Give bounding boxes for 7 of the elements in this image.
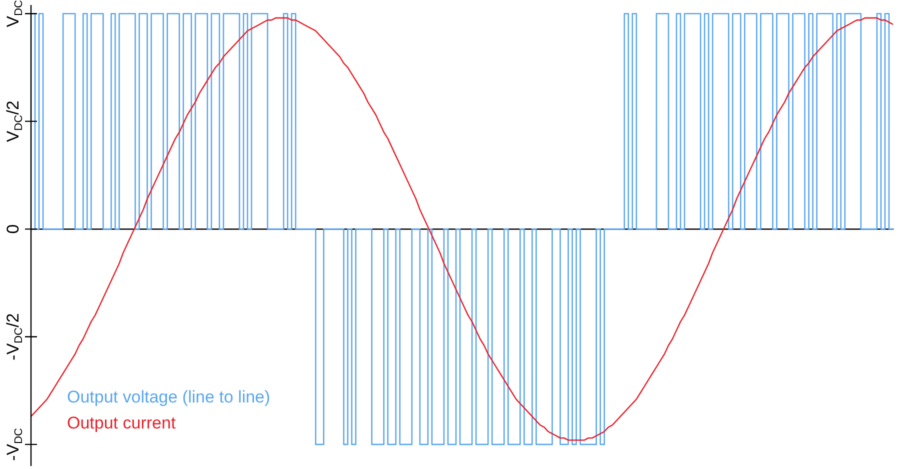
text: 0 xyxy=(4,224,23,234)
text: VDC xyxy=(4,0,26,28)
text: Output voltage (line to line) xyxy=(67,388,270,407)
text: VDC/2 xyxy=(4,100,26,142)
series-label: Output current xyxy=(67,414,176,433)
text: -VDC xyxy=(4,428,26,461)
text: -VDC/2 xyxy=(4,313,26,360)
